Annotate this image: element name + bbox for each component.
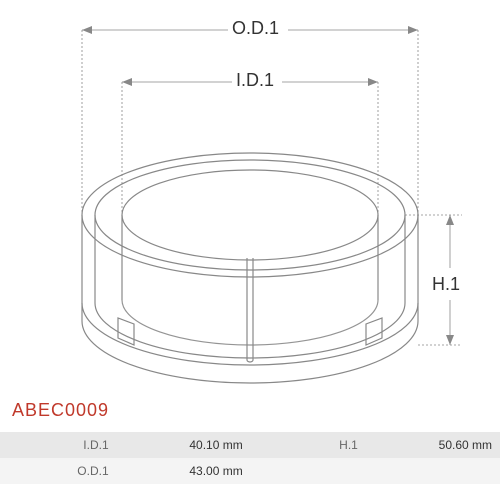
spec-label bbox=[251, 458, 366, 484]
spec-value: 40.10 mm bbox=[117, 432, 251, 458]
table-row: O.D.1 43.00 mm bbox=[0, 458, 500, 484]
spec-label: O.D.1 bbox=[0, 458, 117, 484]
spec-table: I.D.1 40.10 mm H.1 50.60 mm O.D.1 43.00 … bbox=[0, 432, 500, 484]
table-row: I.D.1 40.10 mm H.1 50.60 mm bbox=[0, 432, 500, 458]
spec-value: 43.00 mm bbox=[117, 458, 251, 484]
spec-value bbox=[366, 458, 500, 484]
part-number: ABEC0009 bbox=[12, 400, 109, 421]
ring-diagram bbox=[0, 0, 500, 440]
spec-value: 50.60 mm bbox=[366, 432, 500, 458]
spec-label: I.D.1 bbox=[0, 432, 117, 458]
spec-label: H.1 bbox=[251, 432, 366, 458]
